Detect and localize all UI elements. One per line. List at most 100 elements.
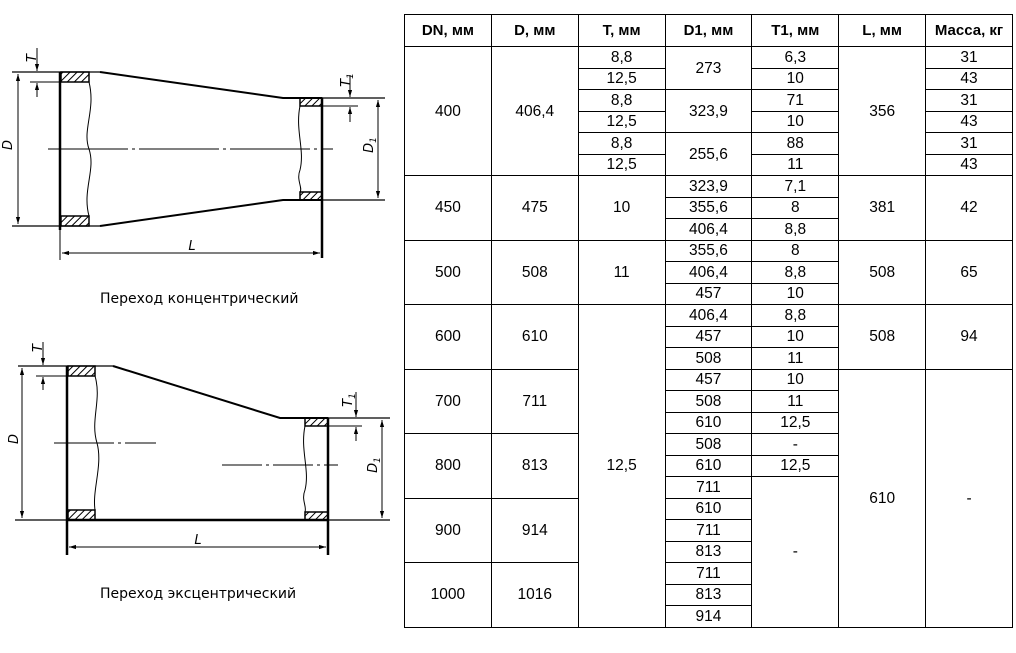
table-body: 400 406,4 8,8 273 6,3 356 31 12,5 10 43 8,8 323,9 71… (404, 46, 1013, 628)
table-cell: 10 (751, 67, 840, 90)
table-row: 8,8 323,9 71 31 (405, 89, 1013, 133)
eccentric-T1-label: T1 (341, 393, 358, 407)
table-cell: 610 (490, 304, 579, 370)
table-row: 800 813 508- (404, 433, 1013, 499)
table-row: 711- (405, 476, 1013, 628)
table-cell: 12,5 (751, 454, 840, 477)
table-cell: 800 (404, 433, 492, 499)
table-cell: 12,5 (577, 153, 666, 176)
table-cell: 355,6 (664, 239, 753, 262)
table-cell: 711 (664, 476, 753, 499)
eccentric-caption: Переход эксцентрический (100, 586, 297, 602)
table-cell: 900 (404, 497, 492, 563)
table-cell: 406,4 (664, 218, 753, 241)
table-cell: 406,4 (490, 46, 579, 176)
table-cell: 475 (490, 175, 579, 241)
table-cell: 600 (404, 304, 492, 370)
table-row: 508 11 (405, 390, 1013, 413)
table-row: 500 508 11 355,6 8 508 65 (404, 239, 1013, 305)
table-cell: - (925, 368, 1013, 628)
table-cell: 1016 (490, 562, 579, 628)
table-cell: 813 (664, 583, 753, 606)
table-cell: 508 (664, 390, 753, 413)
table-cell: 508 (838, 304, 927, 370)
concentric-L-label: L (188, 239, 195, 254)
concentric-T1-label: T1 (339, 73, 356, 87)
table-cell: 8,8 (577, 89, 666, 112)
table-cell: 71 (751, 89, 840, 112)
table-cell: 610 (664, 497, 753, 520)
table-cell: 43 (925, 153, 1013, 176)
table-cell: 11 (751, 153, 840, 176)
table-cell: 12,5 (577, 304, 666, 628)
eccentric-D-label: D (7, 434, 22, 444)
table-cell: 1000 (404, 562, 492, 628)
table-cell: 813 (490, 433, 579, 499)
table-cell: 8 (751, 196, 840, 219)
table-row: 914 (405, 605, 1013, 628)
table-cell: 700 (404, 368, 492, 434)
table-cell: 65 (925, 239, 1013, 305)
column-header: L, мм (838, 14, 927, 47)
dimensions-table: DN, мм D, мм T, мм D1, мм T1, мм L, мм Масса, … (404, 14, 1013, 628)
table-cell: 711 (664, 519, 753, 542)
table-cell: 6,3 (751, 46, 840, 69)
table-row: 406,4 8,8 (405, 218, 1013, 241)
table-cell: 8,8 (751, 261, 840, 284)
table-cell: 457 (664, 368, 753, 391)
eccentric-L-label: L (194, 533, 201, 548)
table-cell: 914 (664, 605, 753, 628)
table-cell: 88 (751, 132, 840, 155)
table-cell: 43 (925, 67, 1013, 90)
table-cell: 11 (577, 239, 666, 305)
table-row: 1000 1016 711 (404, 562, 1013, 628)
table-cell: - (751, 476, 840, 628)
eccentric-D1-label: D1 (366, 457, 383, 473)
table-cell: 711 (664, 562, 753, 585)
table-cell: 508 (664, 347, 753, 370)
table-row: 600 610 12,5 406,4 8,8 508 94 (404, 304, 1013, 628)
table-cell: 457 (664, 325, 753, 348)
table-cell: 381 (838, 175, 927, 241)
table-cell: 8,8 (751, 304, 840, 327)
table-row: 700 711 457 10 610- (404, 368, 1013, 628)
table-row: 813 (405, 583, 1013, 606)
table-cell: 10 (751, 110, 840, 133)
table-cell: 12,5 (751, 411, 840, 434)
concentric-reducer-drawing (12, 48, 385, 260)
table-cell: 7,1 (751, 175, 840, 198)
table-row: 711 (405, 519, 1013, 542)
table-cell: 8,8 (751, 218, 840, 241)
table-cell: 10 (751, 282, 840, 305)
table-row: 400 406,4 8,8 273 6,3 356 31 (404, 46, 1013, 176)
column-header: D, мм (490, 14, 579, 47)
table-cell: 11 (751, 390, 840, 413)
table-cell: 31 (925, 46, 1013, 69)
concentric-D1-label: D1 (362, 137, 379, 153)
table-cell: 610 (838, 368, 927, 628)
table-row: 406,4 8,8 (405, 261, 1013, 284)
table-cell: 400 (404, 46, 492, 176)
column-header: T, мм (577, 14, 666, 47)
table-cell: 610 (664, 454, 753, 477)
table-row: 12,5 10 43 (405, 110, 1013, 133)
concentric-caption: Переход концентрический (100, 291, 299, 307)
table-cell: 10 (577, 175, 666, 241)
table-row: 508 11 (405, 347, 1013, 370)
table-cell: 355,6 (664, 196, 753, 219)
table-cell: 813 (664, 540, 753, 563)
table-cell: 610 (664, 411, 753, 434)
table-cell: 8,8 (577, 46, 666, 69)
table-cell: 10 (751, 368, 840, 391)
column-header: T1, мм (751, 14, 840, 47)
table-cell: 508 (664, 433, 753, 456)
table-cell: 273 (664, 46, 753, 90)
table-cell: 8 (751, 239, 840, 262)
table-cell: 323,9 (664, 89, 753, 133)
table-row: 8,8 255,6 88 31 (405, 132, 1013, 176)
table-row: 355,6 8 (405, 196, 1013, 219)
reducer-drawings: T D T1 D1 L T D T1 D1 L (1, 48, 390, 555)
table-cell: 508 (490, 239, 579, 305)
column-header: D1, мм (664, 14, 753, 47)
concentric-T-label: T (25, 53, 40, 62)
